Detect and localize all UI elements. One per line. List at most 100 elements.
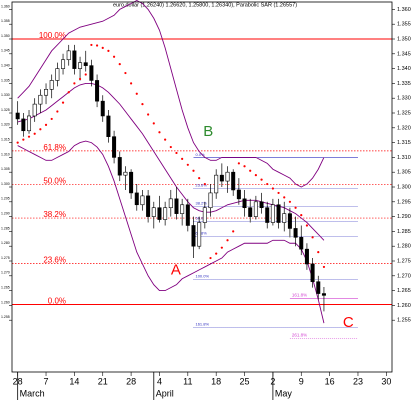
sar-dot	[95, 44, 99, 47]
y-tick-label: 1.355	[397, 22, 411, 28]
sar-dot	[232, 230, 235, 233]
candle-body	[129, 171, 134, 194]
y-tick-label: 1.335	[397, 81, 411, 87]
x-tick-label: 16	[325, 376, 335, 386]
fib-label: 23.6%	[43, 255, 66, 264]
candle-body	[242, 198, 247, 209]
sar-dot	[124, 71, 127, 75]
candle-body	[72, 50, 77, 69]
sar-dot	[203, 182, 206, 186]
candle-body	[321, 293, 326, 296]
candle-body	[259, 201, 264, 209]
sar-dot	[67, 91, 70, 94]
sar-dot	[254, 174, 257, 177]
y-tick-label: 1.265	[397, 288, 411, 294]
sar-dot	[192, 169, 195, 172]
y-tick-label: 1.260	[1, 300, 10, 304]
y-tick-label: 1.335	[1, 78, 10, 82]
y-tick-label: 1.325	[1, 108, 10, 112]
sar-dot	[186, 163, 189, 166]
sar-dot	[288, 200, 292, 203]
x-tick-label: 28	[126, 376, 136, 386]
candle-body	[117, 157, 122, 176]
x-tick-label: 9	[299, 376, 304, 386]
chart-title: euro,dollar (1.26240) 1.26620, 1.25800, …	[113, 2, 297, 8]
x-tick-label: 23	[353, 376, 363, 386]
sar-dot	[112, 55, 116, 58]
y-tick-label: 1.305	[397, 170, 411, 176]
sar-dot	[84, 73, 87, 76]
x-tick-label: 11	[183, 376, 192, 386]
fib-label: 0.0%	[48, 297, 66, 306]
candle-body	[253, 201, 258, 217]
band-upper	[17, 0, 325, 188]
x-tick-label: 30	[381, 376, 391, 386]
sar-dot	[260, 178, 263, 181]
fib-label: 61.8%	[43, 143, 66, 152]
candle-body	[304, 248, 309, 265]
y-tick-label: 1.310	[397, 155, 411, 161]
x-tick-label: 21	[98, 376, 108, 386]
annotation: B	[203, 123, 213, 140]
candle-body	[106, 115, 111, 137]
candle-body	[112, 136, 117, 158]
level-label: 50.0%	[195, 215, 207, 220]
y-tick-label: 1.350	[1, 34, 10, 38]
fib-label: 50.0%	[43, 176, 66, 185]
sar-dot	[300, 214, 303, 217]
sar-dot	[16, 141, 19, 144]
candle-body	[157, 207, 162, 220]
y-tick-label: 1.290	[397, 214, 411, 220]
y-tick-label: 1.275	[397, 258, 411, 264]
candle-body	[32, 103, 37, 117]
month-label: April	[156, 388, 174, 398]
sar-dot	[135, 92, 138, 95]
candle-body	[316, 281, 321, 294]
candle-body	[310, 263, 315, 283]
level-label: 161.8%	[292, 292, 307, 297]
y-tick-label: 1.360	[1, 4, 10, 8]
y-tick-label: 1.265	[1, 286, 10, 290]
candle-body	[180, 204, 185, 214]
candle-body	[231, 171, 236, 191]
candle-body	[146, 195, 151, 217]
candle-body	[214, 174, 219, 194]
y-tick-label: 1.260	[397, 303, 411, 309]
candle-body	[225, 171, 230, 182]
sar-dot	[158, 131, 161, 134]
y-tick-label: 1.255	[397, 318, 411, 324]
y-tick-label: 1.345	[397, 51, 411, 57]
sar-dot	[164, 138, 167, 141]
sar-dot	[249, 169, 252, 172]
annotation: A	[171, 261, 181, 278]
sar-dot	[175, 151, 178, 155]
y-tick-label: 1.315	[1, 138, 10, 142]
x-tick-label: 18	[211, 376, 221, 386]
sar-dot	[147, 113, 150, 116]
y-tick-label: 1.355	[1, 19, 10, 23]
y-tick-label: 1.345	[1, 49, 10, 53]
sar-dot	[243, 165, 246, 168]
candle-body	[66, 50, 71, 61]
candle-body	[38, 94, 43, 105]
sar-dot	[61, 101, 65, 104]
y-tick-label: 1.295	[1, 197, 10, 201]
candle-body	[265, 207, 270, 223]
candle-body	[174, 198, 179, 214]
candle-body	[78, 62, 83, 69]
candle-body	[151, 207, 156, 217]
y-tick-label: 1.255	[1, 315, 10, 319]
y-tick-label: 1.270	[397, 273, 411, 279]
candle-body	[287, 213, 292, 229]
candle-body	[191, 225, 196, 247]
level-label: 38.2%	[195, 201, 207, 206]
x-tick-label: 25	[240, 376, 250, 386]
candle-body	[15, 112, 20, 120]
y-tick-label: 1.350	[397, 36, 411, 42]
y-tick-label: 1.330	[397, 96, 411, 102]
y-tick-label: 1.295	[397, 199, 411, 205]
sar-dot	[277, 191, 280, 195]
level-label: 261.8%	[292, 332, 307, 337]
candle-body	[202, 207, 207, 223]
y-tick-label: 1.320	[397, 125, 411, 131]
